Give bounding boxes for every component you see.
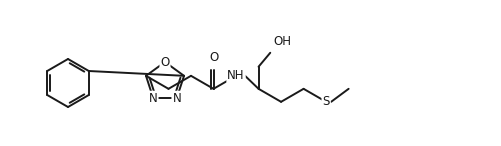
- Text: S: S: [322, 95, 329, 108]
- Text: N: N: [149, 92, 157, 105]
- Text: NH: NH: [227, 69, 244, 82]
- Text: O: O: [208, 51, 218, 64]
- Text: O: O: [160, 55, 169, 68]
- Text: N: N: [172, 92, 181, 105]
- Text: OH: OH: [273, 35, 291, 48]
